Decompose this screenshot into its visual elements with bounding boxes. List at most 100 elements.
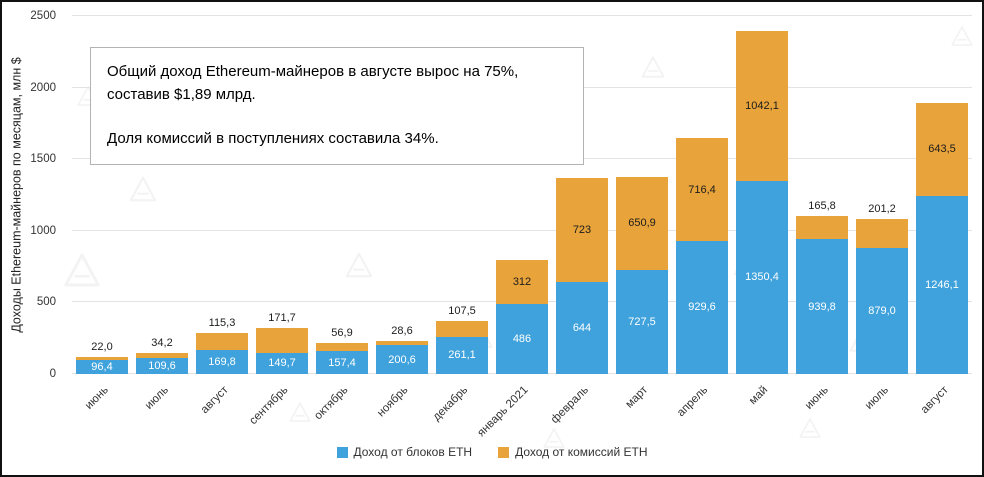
y-tick-label: 0 <box>49 368 56 380</box>
bar-segment-blocks <box>196 349 248 374</box>
stacked-bar: 109,6 34,2 <box>136 337 188 374</box>
bar-slot: 157,4 56,9 <box>312 16 372 374</box>
blocks-value-label: 157,4 <box>328 356 356 369</box>
y-tick-label: 500 <box>36 296 56 309</box>
x-tick-label: июль <box>142 384 171 412</box>
x-tick-label: март <box>623 384 651 411</box>
plot-area: 96,4 22,0 109,6 34,2 169,8 115,3 149,7 171,7 157… <box>72 15 972 374</box>
bar-segment-fees <box>196 333 248 350</box>
fees-value-label: 650,9 <box>628 217 656 230</box>
x-tick-label: июнь <box>82 384 111 412</box>
bar-segment-blocks <box>916 195 968 374</box>
stacked-bar: 879,0 201,2 <box>856 203 908 374</box>
bar-segment-fees <box>616 176 668 270</box>
bar-segment-blocks <box>556 281 608 374</box>
bar-segment-blocks <box>436 336 488 374</box>
fees-value-label: 28,6 <box>391 325 413 338</box>
x-tick: июль <box>132 374 192 438</box>
blocks-value-label: 486 <box>512 333 532 346</box>
bar-slot: 149,7 171,7 <box>252 16 312 374</box>
bar-segment-fees <box>136 353 188 359</box>
y-tick-label: 2500 <box>30 10 56 22</box>
x-axis-labels: июнь июль август сентябрь октябрь ноябрь декаб… <box>72 374 972 439</box>
legend: Доход от блоков ETH Доход от комиссий ETH <box>2 445 982 459</box>
x-tick-label: май <box>747 384 771 408</box>
fees-value-label: 115,3 <box>208 317 236 330</box>
bar-segment-fees <box>796 215 848 240</box>
bar-slot: 486 312 <box>492 16 552 374</box>
stacked-bar: 261,1 107,5 <box>436 305 488 374</box>
stacked-bar: 200,6 28,6 <box>376 325 428 374</box>
stacked-bar: 727,5 650,9 <box>616 176 668 374</box>
stacked-bar: 486 312 <box>496 259 548 374</box>
fees-value-label: 1042,1 <box>745 100 779 113</box>
fees-value-label: 201,2 <box>868 203 896 216</box>
fees-value-label: 312 <box>512 276 532 289</box>
x-tick: январь 2021 <box>475 374 552 439</box>
bar-segment-fees <box>436 321 488 337</box>
x-tick-label: август <box>198 384 231 417</box>
bar-segment-blocks <box>136 358 188 374</box>
bar-slot: 169,8 115,3 <box>192 16 252 374</box>
bar-slot: 109,6 34,2 <box>132 16 192 374</box>
bar-segment-fees <box>736 31 788 181</box>
stacked-bar: 1350,4 1042,1 <box>736 31 788 374</box>
annotation-line-2: Доля комиссий в поступлениях составила 3… <box>107 130 439 147</box>
y-tick-label: 1000 <box>30 224 56 237</box>
bar-segment-fees <box>676 138 728 241</box>
x-tick: август <box>912 374 972 438</box>
bar-segment-fees <box>376 341 428 346</box>
fees-value-label: 107,5 <box>448 305 476 318</box>
bar-segment-blocks <box>796 239 848 374</box>
bar-segment-blocks <box>676 240 728 374</box>
x-tick-label: февраль <box>548 384 591 427</box>
x-tick-label: сентябрь <box>247 384 291 428</box>
annotation-line-1: Общий доход Ethereum-майнеров в августе … <box>107 63 519 103</box>
fees-value-label: 723 <box>572 224 592 237</box>
bar-slot: 939,8 165,8 <box>792 16 852 374</box>
fees-value-label: 165,8 <box>808 199 836 212</box>
annotation-box: Общий доход Ethereum-майнеров в августе … <box>90 47 584 165</box>
bar-slot: 96,4 22,0 <box>72 16 132 374</box>
bar-segment-blocks <box>736 180 788 374</box>
blocks-value-label: 929,6 <box>688 301 716 314</box>
y-tick-label: 2000 <box>30 81 56 94</box>
y-axis-ticks: 0 500 1000 1500 2000 2500 <box>2 10 64 380</box>
x-tick: февраль <box>548 374 612 438</box>
bar-segment-fees <box>916 103 968 196</box>
blocks-value-label: 149,7 <box>268 357 296 370</box>
bar-segment-blocks <box>316 351 368 374</box>
legend-item: Доход от блоков ETH <box>336 445 473 459</box>
x-tick: май <box>732 374 792 438</box>
stacked-bar: 644 723 <box>556 178 608 374</box>
x-tick: июнь <box>72 374 132 438</box>
blocks-value-label: 169,8 <box>208 355 236 368</box>
x-tick-label: июнь <box>802 384 831 412</box>
fees-value-label: 22,0 <box>91 341 113 354</box>
x-tick-label: август <box>918 384 951 417</box>
legend-swatch-icon <box>336 446 348 458</box>
legend-item: Доход от комиссий ETH <box>498 445 647 459</box>
fees-value-label: 34,2 <box>151 337 173 350</box>
y-tick-label: 1500 <box>30 153 56 166</box>
bar-segment-blocks <box>496 304 548 374</box>
blocks-value-label: 200,6 <box>388 353 416 366</box>
fees-value-label: 643,5 <box>928 143 956 156</box>
x-tick: октябрь <box>312 374 372 438</box>
blocks-value-label: 644 <box>572 321 592 334</box>
bar-slot: 261,1 107,5 <box>432 16 492 374</box>
legend-label: Доход от блоков ETH <box>353 445 473 459</box>
bar-segment-blocks <box>616 269 668 374</box>
bar-slot: 879,0 201,2 <box>852 16 912 374</box>
x-tick-label: апрель <box>675 384 711 420</box>
blocks-value-label: 727,5 <box>628 315 656 328</box>
bar-slot: 644 723 <box>552 16 612 374</box>
blocks-value-label: 879,0 <box>868 305 896 318</box>
bar-segment-fees <box>496 259 548 305</box>
stacked-bar: 149,7 171,7 <box>256 312 308 374</box>
x-tick-label: ноябрь <box>375 384 411 420</box>
x-tick: ноябрь <box>372 374 432 438</box>
x-tick-label: декабрь <box>431 384 471 424</box>
x-tick: июль <box>852 374 912 438</box>
